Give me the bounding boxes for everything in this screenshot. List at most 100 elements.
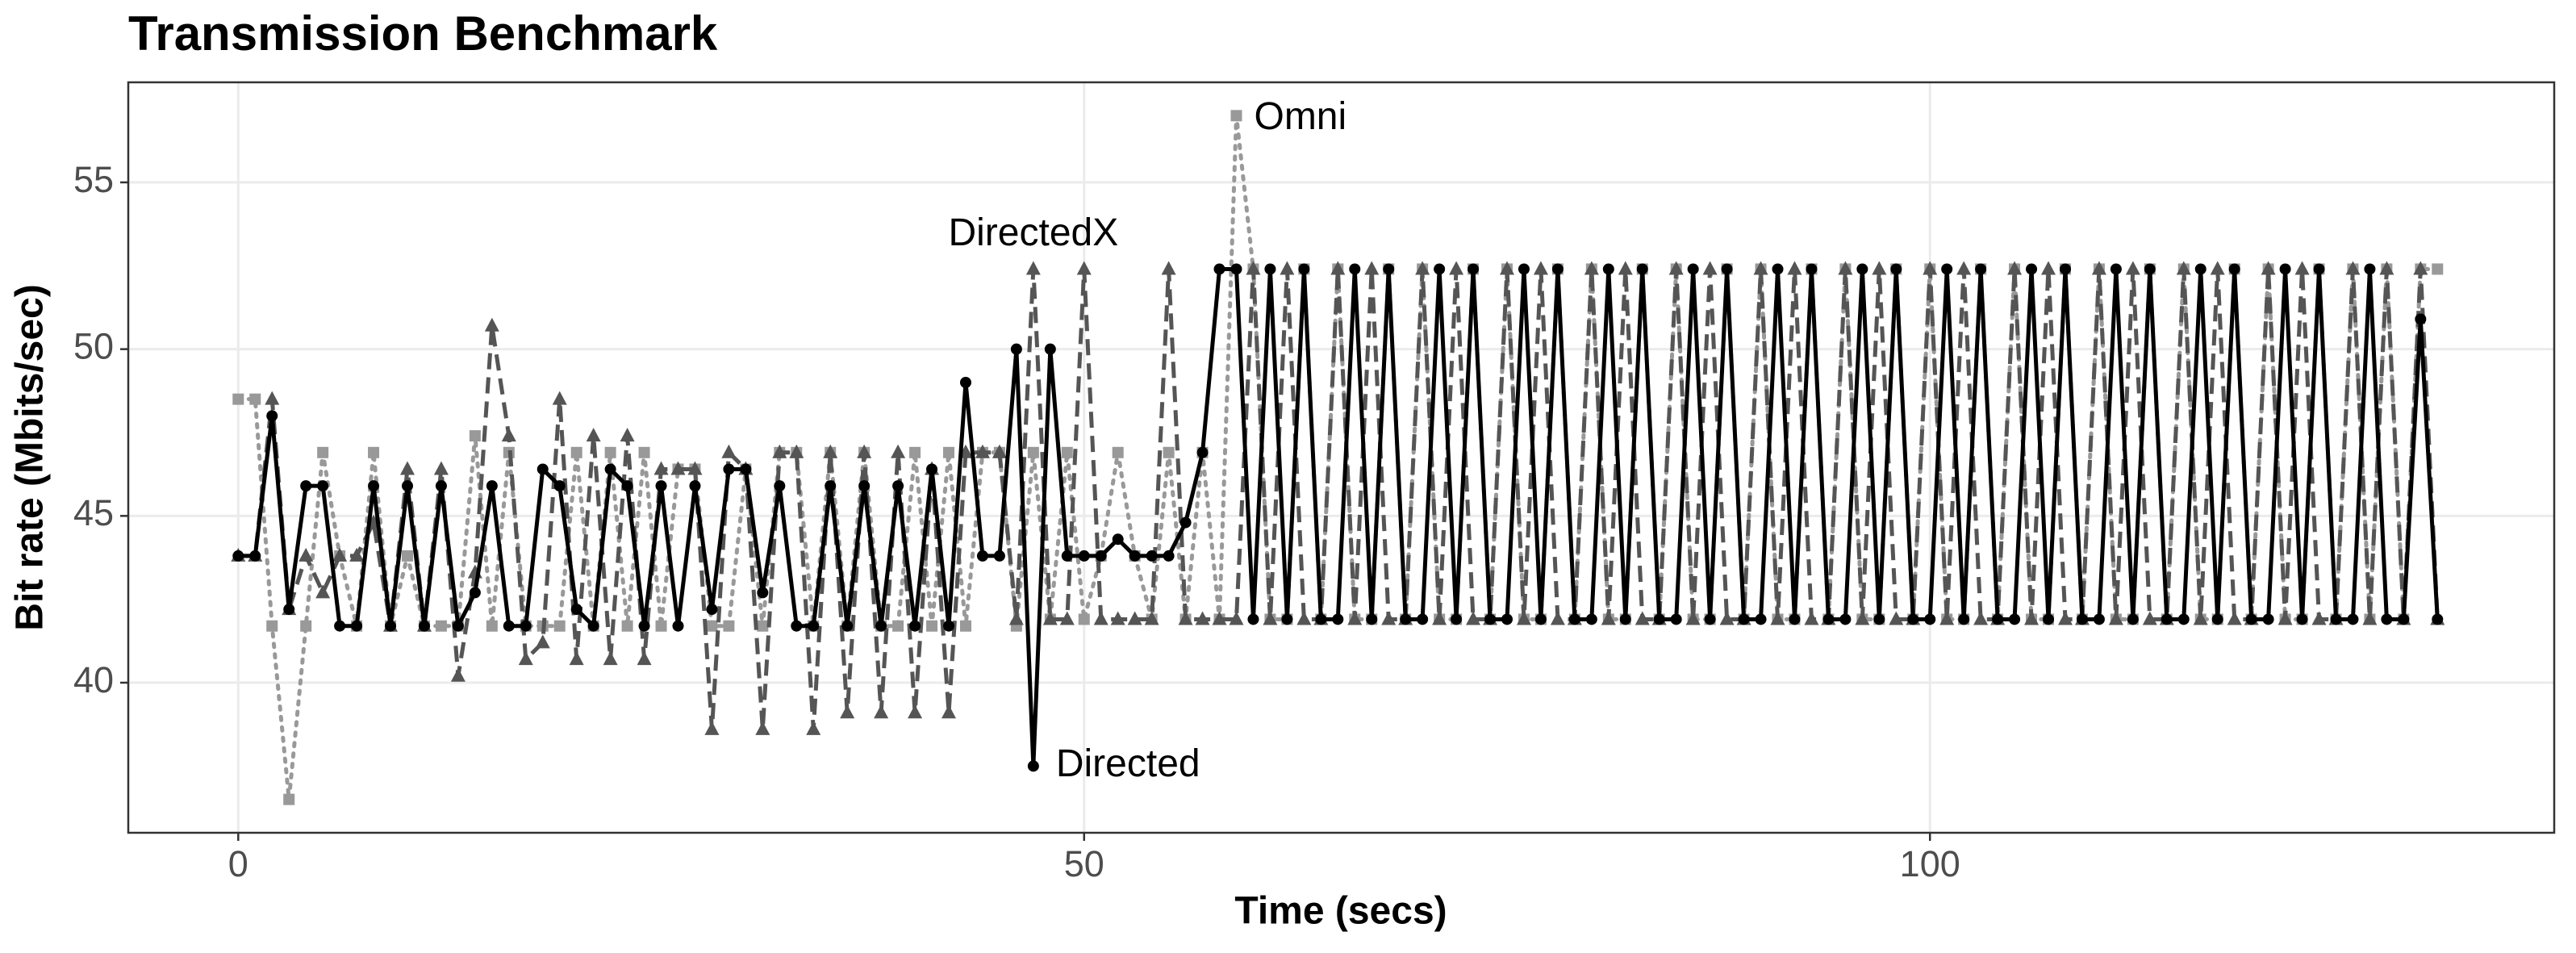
point <box>1687 263 1699 275</box>
point <box>1873 613 1885 625</box>
point <box>1772 263 1784 275</box>
point <box>1349 263 1361 275</box>
point <box>1264 263 1276 275</box>
point <box>469 587 481 599</box>
point <box>653 461 669 475</box>
point <box>300 620 312 632</box>
point <box>535 634 550 649</box>
point <box>368 446 380 458</box>
point <box>1635 611 1650 625</box>
point <box>993 550 1005 562</box>
point <box>806 721 821 735</box>
point <box>1924 613 1936 625</box>
point <box>1212 611 1227 625</box>
point <box>334 620 346 632</box>
point <box>317 480 329 492</box>
x-tick-label: 50 <box>1064 843 1104 884</box>
x-tick-label: 0 <box>228 843 248 884</box>
point <box>874 704 889 719</box>
point <box>943 446 955 458</box>
y-tick-label: 55 <box>73 159 114 200</box>
point <box>2057 611 2073 625</box>
point <box>1550 611 1565 625</box>
point <box>1059 611 1075 625</box>
point <box>2009 613 2021 625</box>
point <box>1347 611 1363 625</box>
point <box>1296 611 1312 625</box>
point <box>2142 611 2157 625</box>
point <box>2294 261 2310 275</box>
point <box>1516 611 1531 625</box>
point <box>992 444 1007 458</box>
point <box>2313 263 2325 275</box>
point <box>1281 613 1293 625</box>
point <box>553 480 566 492</box>
point <box>2364 263 2376 275</box>
point <box>1449 261 1464 275</box>
point <box>1939 611 1955 625</box>
point <box>1129 550 1141 562</box>
point <box>1163 550 1175 562</box>
point <box>1855 611 1870 625</box>
point <box>1315 613 1327 625</box>
point <box>1179 516 1192 529</box>
point <box>2227 611 2242 625</box>
point <box>1685 611 1701 625</box>
point <box>1602 263 1614 275</box>
point <box>283 604 295 616</box>
point <box>518 651 533 666</box>
point <box>1332 613 1344 625</box>
point <box>1702 261 1718 275</box>
point <box>789 444 804 458</box>
point <box>976 550 988 562</box>
point <box>2296 613 2308 625</box>
point <box>857 444 872 458</box>
point <box>1670 613 1682 625</box>
point <box>569 651 584 666</box>
point <box>1078 613 1090 625</box>
point <box>1719 611 1735 625</box>
point <box>1093 611 1108 625</box>
point <box>2093 613 2105 625</box>
point <box>1178 611 1193 625</box>
point <box>704 721 720 735</box>
point <box>1010 343 1022 355</box>
point <box>825 480 837 492</box>
point <box>2041 261 2056 275</box>
point <box>1213 263 1225 275</box>
point <box>2245 613 2257 625</box>
point <box>1230 110 1242 122</box>
point <box>909 446 921 458</box>
point <box>1941 263 1953 275</box>
point <box>892 480 904 492</box>
point <box>774 480 786 492</box>
point <box>755 721 770 735</box>
x-tick-label: 100 <box>1900 843 1960 884</box>
point <box>1280 261 1295 275</box>
point <box>1822 613 1835 625</box>
point <box>266 620 278 632</box>
point <box>399 461 415 475</box>
point <box>1533 261 1548 275</box>
point <box>265 391 280 405</box>
point <box>1451 613 1463 625</box>
point <box>1568 613 1580 625</box>
point <box>553 620 566 632</box>
y-axis-title: Bit rate (Mbits/sec) <box>9 284 52 630</box>
point <box>486 480 498 492</box>
point <box>621 620 633 632</box>
point <box>1330 261 1346 275</box>
point <box>858 480 870 492</box>
point <box>1653 613 1665 625</box>
point <box>620 428 635 442</box>
point <box>587 620 599 632</box>
annotation: Omni <box>1254 95 1346 138</box>
point <box>351 620 363 632</box>
point <box>484 317 499 332</box>
point <box>469 430 481 442</box>
point <box>672 620 684 632</box>
point <box>586 428 601 442</box>
point <box>1230 263 1242 275</box>
point <box>1076 261 1092 275</box>
